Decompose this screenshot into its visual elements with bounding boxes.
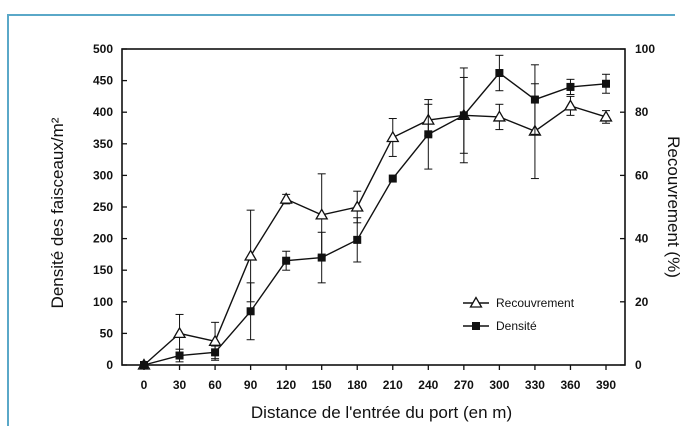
data-marks bbox=[137, 54, 613, 370]
left-y-tick-label: 300 bbox=[93, 168, 113, 182]
x-tick-label: 90 bbox=[244, 378, 258, 392]
point-recouvrement bbox=[279, 192, 293, 204]
right-y-tick-label: 60 bbox=[635, 168, 649, 182]
x-tick-label: 60 bbox=[208, 378, 222, 392]
figure-frame bbox=[7, 14, 675, 426]
x-tick-label: 150 bbox=[312, 378, 332, 392]
left-y-axis-title: Densité des faisceaux/m² bbox=[48, 117, 67, 308]
left-y-tick-label: 150 bbox=[93, 263, 113, 277]
x-tick-label: 360 bbox=[560, 378, 580, 392]
point-recouvrement bbox=[563, 99, 578, 111]
x-tick-label: 210 bbox=[383, 378, 403, 392]
point-densite bbox=[246, 307, 255, 316]
point-recouvrement bbox=[208, 334, 222, 346]
left-y-tick-label: 100 bbox=[93, 295, 113, 309]
series-line-densite bbox=[143, 72, 607, 366]
x-tick-label: 300 bbox=[489, 378, 509, 392]
point-recouvrement bbox=[599, 110, 613, 122]
x-tick-label: 120 bbox=[276, 378, 296, 392]
legend-label-densite: Densité bbox=[496, 319, 537, 333]
point-densite bbox=[175, 351, 184, 360]
point-densite bbox=[424, 130, 433, 139]
x-tick-label: 390 bbox=[596, 378, 616, 392]
left-y-tick-label: 0 bbox=[106, 358, 113, 372]
right-y-tick-label: 0 bbox=[635, 358, 642, 372]
point-recouvrement bbox=[315, 208, 329, 220]
left-y-tick-label: 50 bbox=[100, 326, 114, 340]
point-recouvrement bbox=[243, 249, 258, 261]
x-tick-label: 240 bbox=[418, 378, 438, 392]
point-densite bbox=[282, 256, 291, 265]
right-y-tick-label: 80 bbox=[635, 105, 649, 119]
legend-label-recouvrement: Recouvrement bbox=[496, 296, 575, 310]
left-y-tick-label: 400 bbox=[93, 105, 113, 119]
x-tick-label: 180 bbox=[347, 378, 367, 392]
point-densite bbox=[530, 95, 539, 104]
plot-area: 0501001502002503003504004505000204060801… bbox=[93, 42, 655, 392]
point-recouvrement bbox=[386, 130, 400, 143]
point-densite bbox=[140, 361, 148, 369]
legend: Recouvrement Densité bbox=[463, 296, 575, 333]
left-y-tick-label: 250 bbox=[93, 200, 113, 214]
x-tick-label: 30 bbox=[173, 378, 187, 392]
point-recouvrement bbox=[350, 200, 364, 212]
left-y-tick-label: 500 bbox=[93, 42, 113, 56]
right-y-tick-label: 100 bbox=[635, 42, 655, 56]
point-densite bbox=[566, 82, 575, 91]
x-tick-label: 330 bbox=[525, 378, 545, 392]
point-recouvrement bbox=[172, 326, 187, 339]
point-densite bbox=[211, 348, 220, 357]
x-tick-label: 0 bbox=[141, 378, 148, 392]
point-densite bbox=[495, 69, 504, 78]
left-y-tick-label: 450 bbox=[93, 74, 113, 88]
x-tick-label: 270 bbox=[454, 378, 474, 392]
plot-border bbox=[121, 48, 626, 366]
point-densite bbox=[317, 253, 326, 262]
x-axis-title: Distance de l'entrée du port (en m) bbox=[251, 403, 512, 422]
point-densite bbox=[602, 79, 610, 88]
left-y-tick-label: 200 bbox=[93, 232, 113, 246]
series-line-recouvrement bbox=[143, 105, 607, 366]
legend-marker-recouvrement bbox=[469, 296, 483, 308]
point-densite bbox=[388, 174, 397, 183]
right-y-axis-title: Recouvrement (%) bbox=[664, 136, 681, 278]
left-y-tick-label: 350 bbox=[93, 137, 113, 151]
right-y-tick-label: 40 bbox=[635, 232, 649, 246]
legend-marker-densite bbox=[472, 322, 480, 330]
point-recouvrement bbox=[492, 110, 507, 122]
point-densite bbox=[459, 111, 468, 120]
point-densite bbox=[353, 235, 362, 244]
right-y-tick-label: 20 bbox=[635, 295, 649, 309]
